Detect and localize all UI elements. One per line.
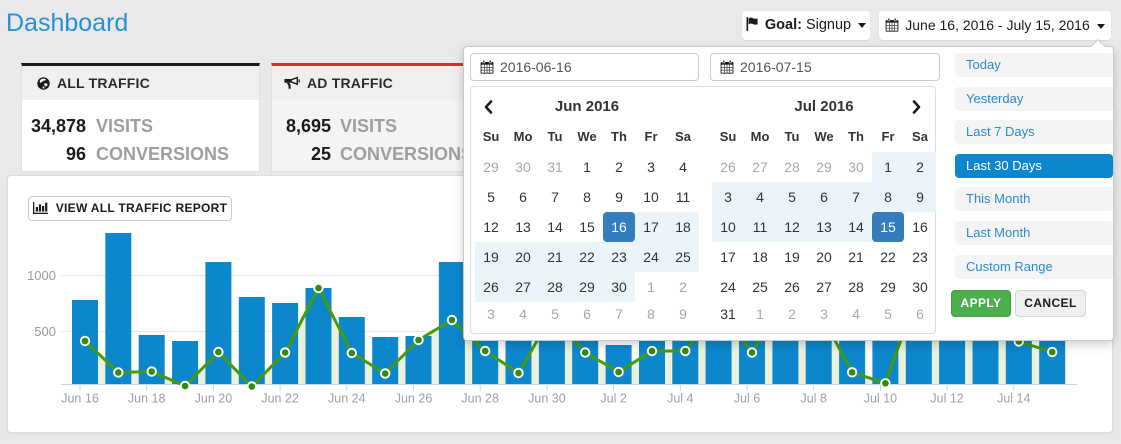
svg-text:Jun 20: Jun 20 [195, 392, 233, 406]
svg-text:Jul 12: Jul 12 [930, 392, 963, 406]
svg-text:Jun 28: Jun 28 [461, 392, 499, 406]
svg-text:Jul 8: Jul 8 [800, 392, 826, 406]
svg-text:Jun 24: Jun 24 [328, 392, 366, 406]
svg-text:Jul 6: Jul 6 [734, 392, 760, 406]
svg-text:Jun 18: Jun 18 [128, 392, 166, 406]
svg-text:Jun 26: Jun 26 [395, 392, 433, 406]
svg-text:1000: 1000 [27, 268, 56, 283]
svg-text:Jul 2: Jul 2 [600, 392, 626, 406]
svg-text:Jul 10: Jul 10 [864, 392, 897, 406]
svg-text:Jun 30: Jun 30 [528, 392, 566, 406]
svg-text:Jul 4: Jul 4 [667, 392, 693, 406]
svg-text:Jun 22: Jun 22 [261, 392, 299, 406]
svg-text:Jun 16: Jun 16 [61, 392, 99, 406]
svg-text:500: 500 [34, 324, 56, 339]
svg-text:Jul 14: Jul 14 [997, 392, 1030, 406]
